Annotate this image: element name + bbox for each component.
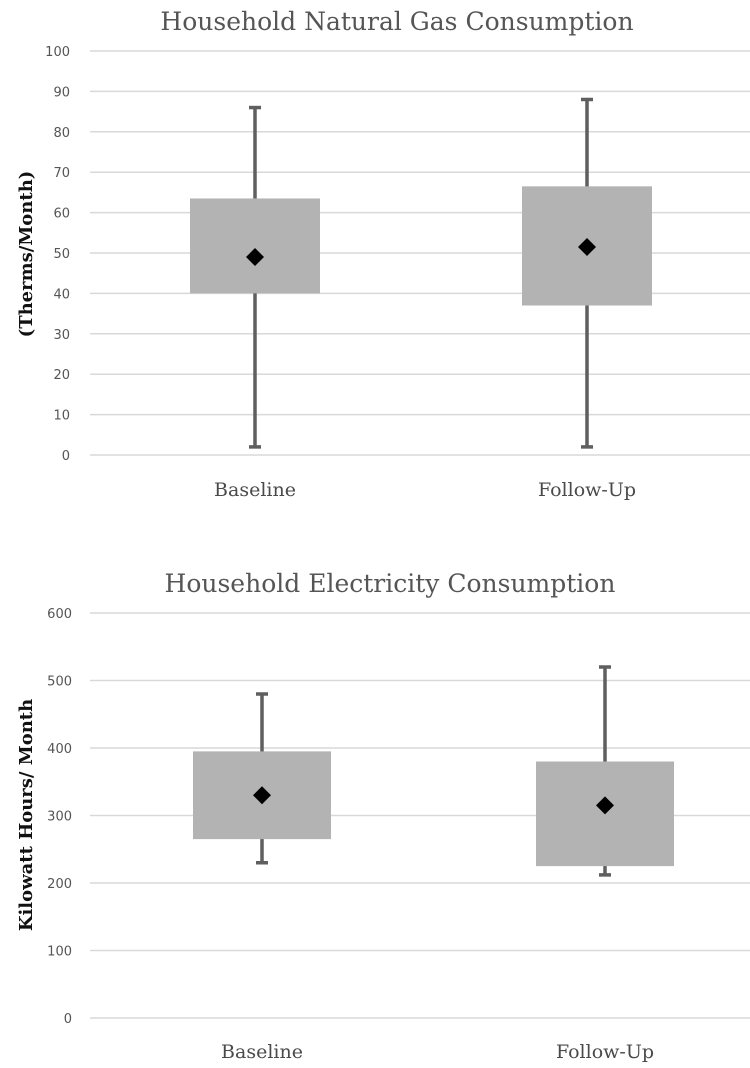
category-label: Follow-Up bbox=[556, 1041, 654, 1063]
y-tick-label: 100 bbox=[45, 45, 70, 60]
box-iqr bbox=[190, 198, 320, 294]
mean-marker bbox=[578, 237, 596, 256]
y-tick-labels: 0 10 20 30 40 50 60 70 80 90 100 bbox=[45, 45, 70, 464]
category-label: Baseline bbox=[214, 479, 296, 501]
y-tick-label: 70 bbox=[53, 166, 70, 181]
y-tick-label: 40 bbox=[53, 287, 70, 302]
y-axis-label: (Therms/Month) bbox=[16, 171, 37, 338]
category-labels: Baseline Follow-Up bbox=[214, 479, 636, 501]
y-tick-label: 50 bbox=[53, 247, 70, 262]
y-tick-label: 90 bbox=[53, 85, 70, 100]
y-tick-label: 10 bbox=[53, 409, 70, 424]
y-tick-label: 200 bbox=[47, 877, 72, 892]
y-tick-label: 400 bbox=[47, 742, 72, 757]
chart-title: Household Electricity Consumption bbox=[165, 569, 616, 598]
category-label: Follow-Up bbox=[538, 479, 636, 501]
y-tick-label: 300 bbox=[47, 810, 72, 825]
y-tick-label: 0 bbox=[62, 449, 70, 464]
category-labels: Baseline Follow-Up bbox=[221, 1041, 654, 1063]
boxes bbox=[193, 665, 674, 877]
mean-marker bbox=[596, 796, 614, 815]
y-tick-label: 0 bbox=[64, 1012, 72, 1027]
y-tick-label: 60 bbox=[53, 207, 70, 222]
y-tick-label: 20 bbox=[53, 368, 70, 383]
gas-consumption-chart: Household Natural Gas Consumption 0 10 20 3… bbox=[16, 7, 750, 501]
electricity-consumption-chart: Household Electricity Consumption 0 100 20… bbox=[16, 569, 750, 1063]
y-tick-label: 500 bbox=[47, 675, 72, 690]
category-label: Baseline bbox=[221, 1041, 303, 1063]
boxes bbox=[190, 97, 652, 449]
y-tick-label: 100 bbox=[47, 945, 72, 960]
mean-marker bbox=[253, 786, 271, 805]
y-tick-label: 600 bbox=[47, 607, 72, 622]
y-axis-label: Kilowatt Hours/ Month bbox=[16, 699, 37, 931]
y-tick-label: 80 bbox=[53, 126, 70, 141]
chart-title: Household Natural Gas Consumption bbox=[160, 7, 633, 36]
y-tick-labels: 0 100 200 300 400 500 600 bbox=[47, 607, 72, 1027]
y-tick-label: 30 bbox=[53, 328, 70, 343]
mean-marker bbox=[246, 248, 264, 267]
